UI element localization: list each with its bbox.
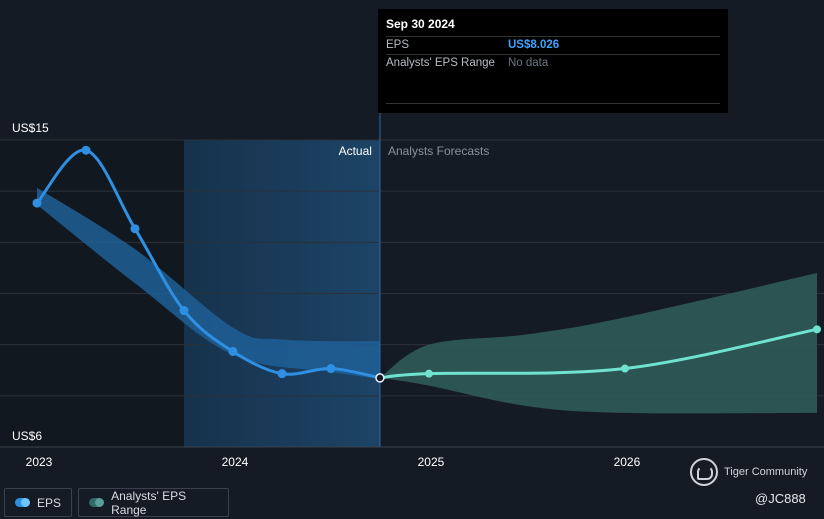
legend-range-label: Analysts' EPS Range: [111, 488, 187, 517]
tooltip-range-value: No data: [508, 57, 549, 69]
tooltip-date: Sep 30 2024: [386, 17, 455, 31]
user-handle: @JC888: [755, 491, 806, 506]
x-tick-2024: 2024: [222, 455, 249, 469]
actual-eps-range-band: [37, 187, 380, 379]
legend-eps-button[interactable]: EPS: [4, 488, 72, 517]
eps-point-2: [130, 224, 140, 234]
y-tick-min: US$6: [12, 429, 42, 443]
eps-point-7: [375, 373, 385, 383]
x-tick-2025: 2025: [418, 455, 445, 469]
forecast-point-end: [813, 325, 821, 334]
y-tick-max: US$15: [12, 121, 49, 135]
actual-label: Actual: [339, 144, 372, 158]
brand-name: Tiger Community: [724, 466, 808, 478]
forecast-point-0: [424, 369, 433, 378]
eps-point-1: [81, 145, 91, 155]
tooltip-range-label: Analysts' EPS Range: [386, 57, 495, 69]
tooltip-eps-label: EPS: [386, 39, 410, 51]
tiger-community-logo-icon: [690, 458, 718, 486]
eps-point-0: [32, 198, 42, 208]
eps-point-3: [179, 306, 189, 316]
x-tick-2023: 2023: [26, 455, 53, 469]
x-tick-2026: 2026: [614, 455, 641, 469]
eps-point-6: [326, 364, 336, 374]
analysts-eps-range-band: [379, 273, 817, 414]
tooltip-row-range: Analysts' EPS Range No data: [386, 54, 720, 72]
tooltip-row-eps: EPS US$8.026: [386, 36, 720, 54]
legend-eps-label: EPS: [36, 495, 61, 510]
forecast-point-1: [620, 364, 629, 373]
eps-forecast-line: [379, 327, 818, 380]
range-swatch-icon: [89, 498, 105, 507]
eps-swatch-icon: [15, 498, 30, 507]
tooltip-divider: [386, 103, 720, 104]
brand[interactable]: Tiger Community: [690, 458, 807, 486]
forecast-label: Analysts Forecasts: [388, 144, 489, 158]
legend-range-button[interactable]: Analysts' EPS Range: [78, 488, 229, 517]
tooltip: Sep 30 2024 EPS US$8.026 Analysts' EPS R…: [378, 9, 728, 113]
eps-point-4: [228, 346, 238, 356]
eps-point-5: [277, 369, 287, 379]
tooltip-eps-value: US$8.026: [508, 39, 560, 51]
